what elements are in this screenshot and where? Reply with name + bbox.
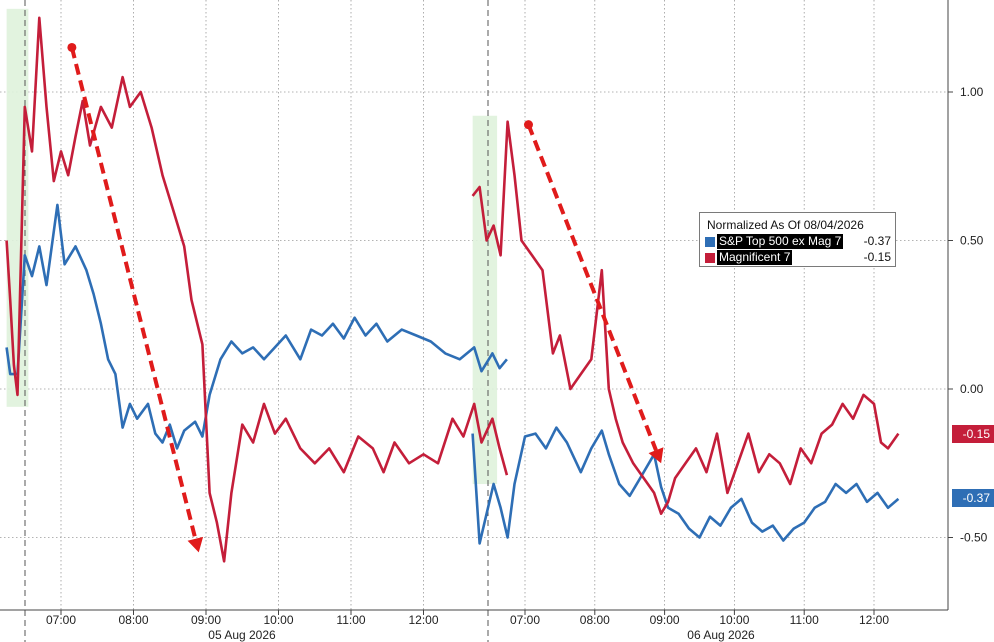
y-tick-label: 0.00 (960, 382, 984, 396)
date-label-day-1: 05 Aug 2026 (208, 628, 276, 642)
legend: Normalized As Of 08/04/2026 S&P Top 500 … (699, 212, 896, 267)
end-value-badge-mag7: -0.15 (952, 425, 994, 443)
x-axis-ticks: 07:00 08:00 09:00 10:00 11:00 12:00 07:00 08:00… (46, 610, 889, 627)
x-tick-label: 09:00 (650, 613, 680, 627)
x-tick-label: 09:00 (191, 613, 221, 627)
y-axis-ticks: 1.00 0.50 0.00 -0.50 (948, 85, 988, 545)
legend-item-mag7: Magnificent 7 -0.15 (705, 250, 893, 265)
axes (0, 0, 949, 611)
series-line-1-d1 (5, 16, 509, 563)
legend-swatch (705, 253, 715, 263)
arrow-head (648, 447, 664, 464)
legend-series-name: S&P Top 500 ex Mag 7 (717, 234, 844, 249)
legend-series-value: -0.15 (863, 250, 891, 264)
x-tick-label: 11:00 (790, 613, 819, 627)
legend-series-name: Magnificent 7 (717, 250, 793, 265)
legend-swatch (705, 237, 715, 247)
y-tick-label: -0.50 (960, 531, 988, 545)
x-tick-label: 12:00 (859, 613, 889, 627)
x-tick-label: 10:00 (719, 613, 749, 627)
series-line-1-d2 (471, 120, 900, 516)
x-tick-label: 12:00 (408, 613, 438, 627)
x-tick-label: 07:00 (46, 613, 76, 627)
arrow-shaft (526, 123, 658, 451)
arrow-head (187, 536, 204, 553)
series-line-0-d1 (5, 203, 508, 450)
highlight-band (6, 8, 29, 407)
end-value-badge-sp-ex-mag7: -0.37 (952, 489, 994, 507)
date-label-day-2: 06 Aug 2026 (687, 628, 755, 642)
x-tick-label: 11:00 (336, 613, 365, 627)
legend-title: Normalized As Of 08/04/2026 (707, 218, 864, 232)
y-tick-label: 0.50 (960, 234, 984, 248)
x-tick-label: 08:00 (118, 613, 148, 627)
session-dividers (24, 0, 489, 642)
annotation-arrows (67, 42, 664, 553)
legend-item-sp-ex-mag7: S&P Top 500 ex Mag 7 -0.37 (705, 234, 893, 249)
series-lines (5, 16, 900, 563)
y-tick-label: 1.00 (960, 85, 984, 99)
x-tick-label: 07:00 (510, 613, 540, 627)
x-tick-label: 10:00 (263, 613, 293, 627)
highlight-band (472, 115, 498, 485)
series-line-0-d2 (471, 426, 900, 545)
legend-series-value: -0.37 (863, 234, 891, 248)
grid-lines (0, 0, 948, 610)
x-tick-label: 08:00 (580, 613, 610, 627)
